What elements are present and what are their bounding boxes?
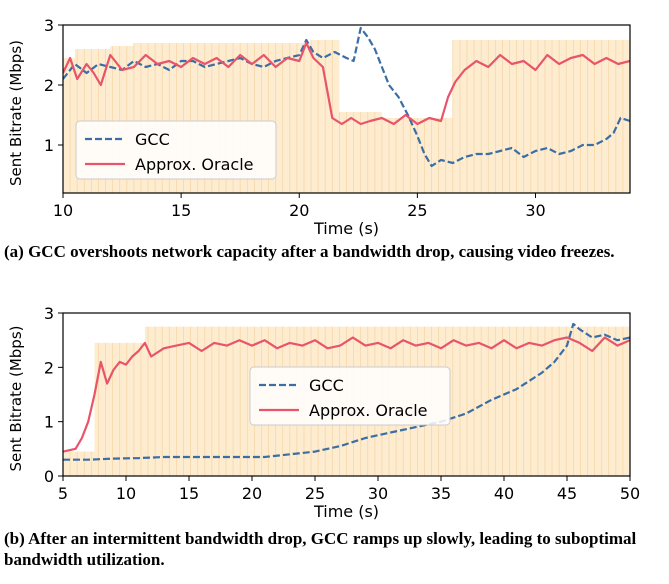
chart-a: 10 15 20 25 30 1 2 3 Time (s) Sent Bitrate (Mbps)…: [7, 16, 631, 238]
x-tick-label: 35: [431, 484, 451, 503]
x-tick-label: 20: [242, 484, 262, 503]
caption-b: (b) After an intermittent bandwidth drop…: [4, 529, 637, 569]
y-tick-label: 2: [44, 76, 54, 95]
x-tick-label: 40: [494, 484, 514, 503]
x-tick-label: 10: [116, 484, 136, 503]
x-axis-label: Time (s): [313, 502, 379, 521]
capacity-stripes: [69, 326, 624, 476]
series-line-gcc: [63, 322, 630, 461]
y-tick-label: 1: [44, 413, 54, 432]
x-tick-label: 25: [305, 484, 325, 503]
y-tick-label: 3: [44, 304, 54, 323]
y-tick-label: 3: [44, 16, 54, 35]
legend-box: [75, 120, 277, 180]
x-tick-label: 25: [407, 201, 427, 220]
x-tick-label: 30: [525, 201, 545, 220]
x-tick-label: 45: [557, 484, 577, 503]
y-tick-label: 2: [44, 358, 54, 377]
x-tick-label: 15: [179, 484, 199, 503]
legend: GCC Approx. Oracle: [75, 120, 277, 180]
series-line-gcc: [63, 26, 630, 168]
x-tick-label: 5: [58, 484, 68, 503]
legend-label-oracle: Approx. Oracle: [135, 155, 253, 174]
legend-label-gcc: GCC: [135, 130, 170, 149]
legend-label-gcc: GCC: [309, 376, 344, 395]
legend: GCC Approx. Oracle: [249, 366, 451, 426]
chart-b: 5 10 15 20 25 30 35 40 45 50 0 1 2 3 Time (s) Sent Bitr…: [7, 304, 640, 521]
y-axis-label: Sent Bitrate (Mbps): [7, 40, 25, 186]
y-tick-label: 1: [44, 136, 54, 155]
x-tick-label: 30: [368, 484, 388, 503]
caption-a: (a) GCC overshoots network capacity afte…: [4, 242, 615, 261]
x-axis-label: Time (s): [313, 219, 379, 238]
series-line-oracle: [63, 41, 630, 126]
y-tick-label: 0: [44, 467, 54, 486]
x-tick-label: 10: [53, 201, 73, 220]
x-tick-label: 20: [289, 201, 309, 220]
plot-frame: [62, 24, 631, 194]
x-tick-label: 50: [620, 484, 640, 503]
y-axis-label: Sent Bitrate (Mbps): [7, 326, 25, 472]
legend-box: [249, 366, 451, 426]
legend-label-oracle: Approx. Oracle: [309, 401, 427, 420]
x-tick-label: 15: [171, 201, 191, 220]
series-line-oracle: [63, 336, 630, 453]
plot-frame: [62, 312, 631, 477]
